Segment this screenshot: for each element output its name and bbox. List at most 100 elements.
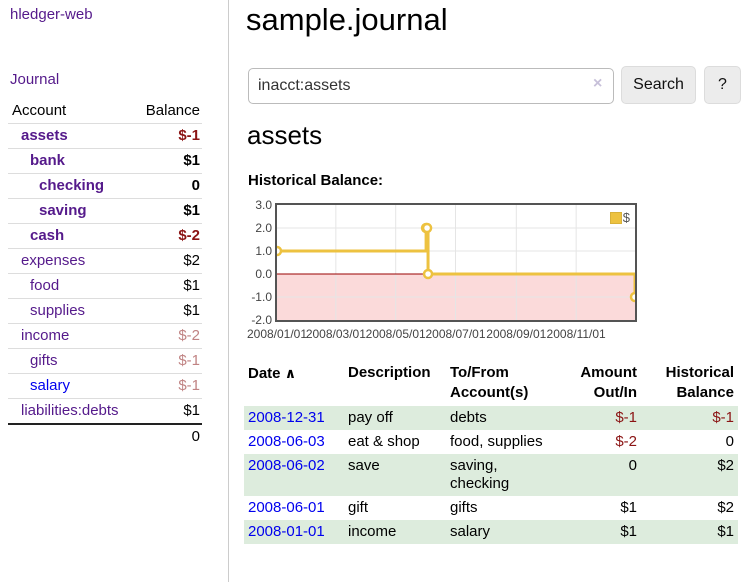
accounts-total-row: 0 [8,423,202,449]
transaction-description: pay off [348,409,393,426]
transaction-row: 2008-06-01 gift gifts $1 $2 [244,496,738,520]
account-balance: 0 [134,173,202,199]
transaction-balance: $2 [717,457,734,474]
transaction-amount: $1 [620,523,637,540]
register-header-tofrom: To/From Account(s) [450,364,529,401]
transaction-balance: $2 [717,499,734,516]
account-row: expenses $2 [8,248,202,274]
sidebar-account-link[interactable]: salary [30,377,71,394]
account-row: income $-2 [8,323,202,349]
sidebar-account-link[interactable]: assets [21,127,68,144]
legend-swatch-icon [609,211,622,224]
sidebar-account-link[interactable]: gifts [30,352,58,369]
transaction-amount: $-1 [615,409,637,426]
y-tick-label: -1.0 [251,290,272,304]
register-table: Date ∧ Description To/From Account(s) Am… [244,360,738,544]
sidebar-account-link[interactable]: expenses [21,252,86,269]
x-tick-label: 2008/07/01 [425,327,486,341]
register-header-balance: Historical Balance [665,364,734,401]
account-balance: $-1 [134,373,202,399]
transaction-amount: 0 [628,457,637,474]
transaction-row: 2008-12-31 pay off debts $-1 $-1 [244,406,738,430]
account-balance: $-2 [134,223,202,249]
transaction-balance: 0 [725,433,734,450]
transaction-date-link[interactable]: 2008-06-03 [248,433,325,450]
transaction-date-link[interactable]: 2008-12-31 [248,409,325,426]
account-row: cash $-2 [8,223,202,249]
account-row: food $1 [8,273,202,299]
sidebar-account-link[interactable]: liabilities:debts [21,402,119,419]
transaction-description: gift [348,499,369,516]
account-row: gifts $-1 [8,348,202,374]
transaction-balance: $-1 [712,409,734,426]
transaction-amount: $1 [620,499,637,516]
sidebar-account-link[interactable]: food [30,277,60,294]
sidebar-account-link[interactable]: supplies [30,302,86,319]
account-row: saving $1 [8,198,202,224]
chart-canvas [277,205,635,320]
account-balance: $1 [134,298,202,324]
x-tick-label: 2008/01/01 [246,327,308,341]
sort-ascending-icon: ∧ [284,365,297,381]
sidebar-account-link[interactable]: bank [30,152,66,169]
x-tick-label: 2008/05/01 [365,327,426,341]
transaction-row: 2008-01-01 income salary $1 $1 [244,520,738,544]
transaction-row: 2008-06-02 save saving, checking 0 $2 [244,454,738,496]
transaction-description: eat & shop [348,433,420,450]
account-balance: $1 [134,198,202,224]
transaction-date-link[interactable]: 2008-06-01 [248,499,325,516]
accounts-header-account: Account [12,102,67,119]
transaction-description: income [348,523,397,540]
transaction-accounts: food, supplies [450,433,543,450]
legend-label: $ [622,210,630,225]
account-row: salary $-1 [8,373,202,399]
y-tick-label: 3.0 [255,198,272,212]
transaction-accounts: debts [450,409,487,426]
account-balance: $1 [134,398,202,424]
y-tick-label: 1.0 [255,244,272,258]
sidebar-account-link[interactable]: cash [30,227,65,244]
transaction-accounts: gifts [450,499,478,516]
account-balance: $1 [134,148,202,174]
app-title-link[interactable]: hledger-web [10,6,93,23]
account-balance: $-1 [134,123,202,149]
account-row: supplies $1 [8,298,202,324]
search-button[interactable]: Search [621,66,696,104]
account-row: liabilities:debts $1 [8,398,202,424]
y-tick-label: 2.0 [255,221,272,235]
register-header-date: Date ∧ [248,365,297,382]
register-header-row: Date ∧ Description To/From Account(s) Am… [244,360,738,406]
page-title: sample.journal [246,2,448,37]
y-tick-label: -2.0 [251,313,272,327]
accounts-table: Account Balance assets $-1 bank $1 checking 0… [8,100,202,449]
transaction-date-link[interactable]: 2008-06-02 [248,457,325,474]
account-balance: $1 [134,273,202,299]
transaction-date-link[interactable]: 2008-01-01 [248,523,325,540]
account-balance: $-2 [134,323,202,349]
clear-search-icon[interactable]: × [593,75,603,92]
transaction-description: save [348,457,380,474]
register-header-description: Description [348,364,431,381]
x-tick-label: 2008/09/01 [486,327,547,341]
transaction-amount: $-2 [615,433,637,450]
accounts-header-balance: Balance [145,102,200,119]
historical-balance-chart: $ [275,203,637,322]
sidebar-account-link[interactable]: checking [39,177,105,194]
sidebar-item-journal[interactable]: Journal [10,71,60,88]
transaction-accounts: saving, checking [450,457,510,492]
sidebar-divider [228,0,229,582]
x-tick-label: 2008/03/01 [305,327,366,341]
help-button[interactable]: ? [704,66,741,104]
sidebar-account-link[interactable]: income [21,327,70,344]
transaction-row: 2008-06-03 eat & shop food, supplies $-2 0 [244,430,738,454]
chart-title: Historical Balance: [248,172,384,189]
account-row: checking 0 [8,173,202,199]
register-header-amount: Amount Out/In [580,364,637,401]
search-input[interactable] [248,68,614,104]
chart-legend: $ [607,209,632,226]
sidebar-account-link[interactable]: saving [39,202,87,219]
account-row: assets $-1 [8,123,202,149]
transaction-accounts: salary [450,523,491,540]
account-balance: $-1 [134,348,202,374]
y-tick-label: 0.0 [255,267,272,281]
